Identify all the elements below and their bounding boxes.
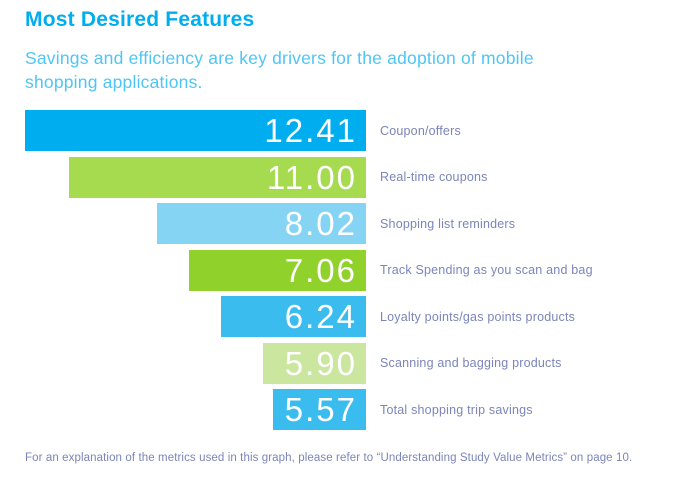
- bar-value-label: 6.24: [284, 298, 357, 335]
- page-subtitle: Savings and efficiency are key drivers f…: [25, 48, 534, 93]
- bar-area: 5.57: [25, 389, 366, 430]
- bar-value-label: 11.00: [266, 158, 357, 196]
- bar-category-label: Real-time coupons: [380, 170, 488, 184]
- chart-row: 5.57 Total shopping trip savings: [25, 389, 685, 430]
- bar-area: 6.24: [25, 296, 366, 337]
- bar-value-label: 12.41: [264, 112, 357, 149]
- bar-value-label: 7.06: [284, 251, 357, 289]
- bar-value-label: 8.02: [284, 205, 357, 242]
- page-title: Most Desired Features: [25, 8, 255, 31]
- bar-category-label: Coupon/offers: [380, 123, 461, 138]
- bar-category-label: Scanning and bagging products: [380, 356, 562, 370]
- bar-value-label: 5.57: [284, 391, 357, 428]
- bar-value-label: 5.90: [284, 344, 357, 382]
- bar: 5.90: [263, 342, 366, 384]
- footnote: For an explanation of the metrics used i…: [25, 452, 633, 464]
- bar: 6.24: [221, 296, 366, 337]
- bar-category-label: Track Spending as you scan and bag: [380, 263, 593, 277]
- chart-row: 7.06 Track Spending as you scan and bag: [25, 249, 685, 291]
- bar: 8.02: [157, 203, 366, 244]
- chart-row: 11.00 Real-time coupons: [25, 156, 685, 198]
- bar-area: 12.41: [25, 110, 366, 151]
- bar: 7.06: [189, 249, 366, 291]
- chart-row: 6.24 Loyalty points/gas points products: [25, 296, 685, 337]
- chart-row: 5.90 Scanning and bagging products: [25, 342, 685, 384]
- bar: 11.00: [69, 156, 366, 198]
- bar: 12.41: [25, 110, 366, 151]
- bar-category-label: Loyalty points/gas points products: [380, 309, 576, 324]
- chart-row: 8.02 Shopping list reminders: [25, 203, 685, 244]
- bar: 5.57: [273, 389, 366, 430]
- bar-chart: 12.41 Coupon/offers 11.00 Real-time coupons…: [25, 110, 685, 436]
- bar-area: 5.90: [25, 342, 366, 384]
- bar-area: 11.00: [25, 156, 366, 198]
- bar-area: 7.06: [25, 249, 366, 291]
- bar-category-label: Shopping list reminders: [380, 216, 516, 231]
- bar-area: 8.02: [25, 203, 366, 244]
- chart-row: 12.41 Coupon/offers: [25, 110, 685, 151]
- bar-category-label: Total shopping trip savings: [380, 402, 533, 417]
